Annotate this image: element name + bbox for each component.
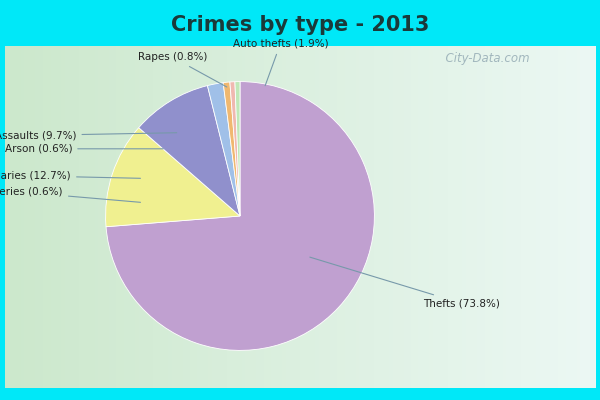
Text: Burglaries (12.7%): Burglaries (12.7%): [0, 171, 140, 181]
Text: Thefts (73.8%): Thefts (73.8%): [310, 257, 500, 308]
Wedge shape: [230, 82, 240, 216]
Wedge shape: [208, 83, 240, 216]
Text: Arson (0.6%): Arson (0.6%): [5, 144, 163, 154]
Text: Robberies (0.6%): Robberies (0.6%): [0, 187, 140, 202]
Wedge shape: [223, 82, 240, 216]
Text: City-Data.com: City-Data.com: [438, 52, 530, 65]
Wedge shape: [139, 86, 240, 216]
Text: Crimes by type - 2013: Crimes by type - 2013: [171, 15, 429, 35]
Text: Rapes (0.8%): Rapes (0.8%): [138, 52, 227, 87]
Wedge shape: [235, 82, 240, 216]
Wedge shape: [106, 128, 240, 227]
Text: Auto thefts (1.9%): Auto thefts (1.9%): [233, 39, 328, 86]
Text: Assaults (9.7%): Assaults (9.7%): [0, 130, 177, 140]
Wedge shape: [106, 82, 374, 350]
